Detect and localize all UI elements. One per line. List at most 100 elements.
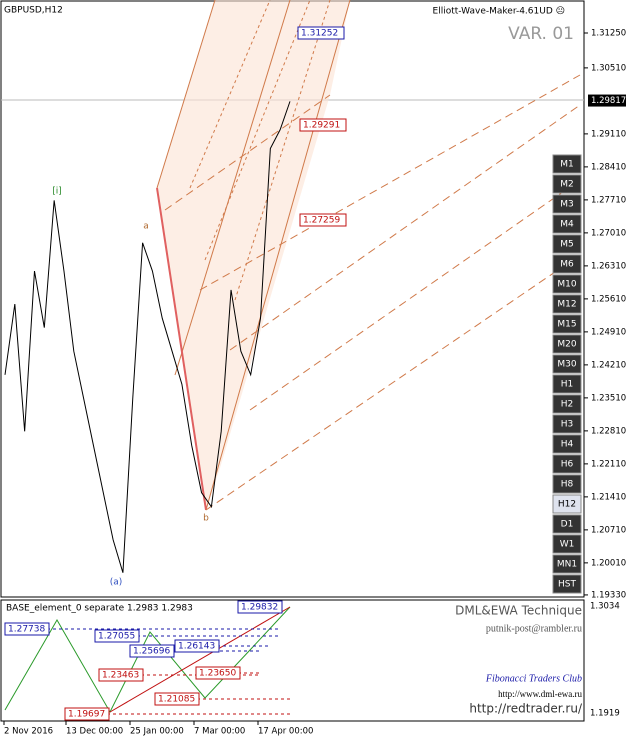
wave-label: (a) bbox=[110, 578, 123, 588]
timeframe-button[interactable] bbox=[552, 574, 582, 594]
sub-level-box bbox=[154, 692, 200, 706]
timeframe-button[interactable] bbox=[552, 534, 582, 554]
time-label: 7 Mar 00:00 bbox=[194, 727, 245, 737]
wave-label: a bbox=[143, 222, 149, 232]
indicator-name: Elliott-Wave-Maker-4.61UD ☹ bbox=[433, 6, 565, 17]
level-box bbox=[299, 118, 347, 132]
sub-level-box bbox=[64, 707, 110, 721]
timeframe-label: H12 bbox=[558, 500, 576, 510]
sub-axis-label: 1.1919 bbox=[590, 709, 620, 719]
sub-level-box bbox=[129, 644, 175, 658]
timeframe-button[interactable] bbox=[552, 374, 582, 394]
current-price-box bbox=[588, 94, 626, 107]
wave-label: b bbox=[203, 514, 209, 524]
timeframe-button[interactable] bbox=[552, 194, 582, 214]
sub-level-label: 1.21085 bbox=[158, 695, 195, 705]
price-tick-label: 1.27010 bbox=[591, 228, 626, 238]
timeframe-button[interactable] bbox=[552, 414, 582, 434]
price-tick-label: 1.21410 bbox=[591, 492, 626, 502]
sub-level-box bbox=[4, 622, 50, 636]
timeframe-label: M1 bbox=[560, 160, 574, 170]
timeframe-label: M30 bbox=[557, 360, 576, 370]
timeframe-button[interactable] bbox=[552, 234, 582, 254]
credit: Fibonacci Traders Club bbox=[485, 673, 582, 684]
current-price: 1.29817 bbox=[591, 96, 626, 106]
sub-level-label: 1.27738 bbox=[8, 625, 45, 635]
price-tick-label: 1.30510 bbox=[591, 63, 626, 73]
price-tick-label: 1.20710 bbox=[591, 525, 626, 535]
timeframe-label: M4 bbox=[560, 220, 574, 230]
timeframe-button[interactable] bbox=[552, 254, 582, 274]
timeframe-label: H2 bbox=[561, 400, 574, 410]
timeframe-button[interactable] bbox=[552, 174, 582, 194]
sub-level-label: 1.23463 bbox=[102, 671, 139, 681]
price-tick-label: 1.24210 bbox=[591, 360, 626, 370]
timeframe-button[interactable] bbox=[552, 274, 582, 294]
symbol: GBPUSD,H12 bbox=[4, 6, 63, 16]
sub-title: BASE_element_0 separate 1.2983 1.2983 bbox=[6, 604, 193, 614]
sub-level-label: 1.23650 bbox=[199, 669, 236, 679]
sub-level-label: 1.29832 bbox=[241, 603, 278, 613]
sub-pane bbox=[0, 599, 585, 722]
sub-level-box bbox=[174, 639, 220, 653]
sub-axis-label: 1.3034 bbox=[590, 602, 620, 612]
price-tick-label: 1.19330 bbox=[591, 590, 626, 600]
timeframe-button[interactable] bbox=[552, 394, 582, 414]
timeframe-label: M20 bbox=[557, 340, 576, 350]
price-tick-label: 1.24910 bbox=[591, 327, 626, 337]
sub-level-box bbox=[195, 666, 241, 680]
sub-level-label: 1.19697 bbox=[68, 710, 105, 720]
timeframe-button[interactable] bbox=[552, 474, 582, 494]
price-tick-label: 1.22810 bbox=[591, 426, 626, 436]
credit: DML&EWA Technique bbox=[455, 604, 582, 618]
variant: VAR. 01 bbox=[508, 24, 574, 44]
timeframe-label: M6 bbox=[560, 260, 574, 270]
level-box bbox=[299, 213, 347, 227]
timeframe-button[interactable] bbox=[552, 314, 582, 334]
price-tick-label: 1.25610 bbox=[591, 294, 626, 304]
time-label: 25 Jan 00:00 bbox=[130, 727, 184, 737]
timeframe-button[interactable] bbox=[552, 514, 582, 534]
timeframe-label: H1 bbox=[561, 380, 574, 390]
price-tick-label: 1.22110 bbox=[591, 459, 626, 469]
credit: putnik-post@rambler.ru bbox=[486, 623, 582, 634]
sub-level-label: 1.27055 bbox=[98, 632, 135, 642]
timeframe-label: H4 bbox=[561, 440, 574, 450]
price-tick-label: 1.28410 bbox=[591, 162, 626, 172]
time-label: 17 Apr 00:00 bbox=[258, 727, 313, 737]
timeframe-button[interactable] bbox=[552, 434, 582, 454]
timeframe-button[interactable] bbox=[552, 154, 582, 174]
price-line bbox=[4, 101, 291, 573]
timeframe-label: M3 bbox=[560, 200, 574, 210]
price-tick-label: 1.29110 bbox=[591, 129, 626, 139]
timeframe-button[interactable] bbox=[552, 214, 582, 234]
level-label: 1.31252 bbox=[301, 29, 338, 39]
timeframe-label: H8 bbox=[561, 480, 574, 490]
timeframe-label: H6 bbox=[561, 460, 574, 470]
sub-level-box bbox=[98, 668, 144, 682]
price-tick-label: 1.23510 bbox=[591, 393, 626, 403]
timeframe-button[interactable] bbox=[552, 294, 582, 314]
price-tick-label: 1.31250 bbox=[591, 28, 626, 38]
timeframe-label: MN1 bbox=[557, 560, 577, 570]
timeframe-label: M12 bbox=[557, 300, 576, 310]
timeframe-button[interactable] bbox=[552, 354, 582, 374]
timeframe-button[interactable] bbox=[552, 554, 582, 574]
timeframe-button[interactable] bbox=[552, 494, 582, 514]
level-box bbox=[297, 26, 345, 40]
timeframe-label: W1 bbox=[560, 540, 575, 550]
time-label: 13 Dec 00:00 bbox=[66, 727, 123, 737]
sub-level-label: 1.25696 bbox=[133, 647, 170, 657]
timeframe-label: M15 bbox=[557, 320, 576, 330]
credit: http://www.dml-ewa.ru bbox=[498, 689, 582, 699]
timeframe-button[interactable] bbox=[552, 334, 582, 354]
level-label: 1.29291 bbox=[303, 121, 340, 131]
sub-level-label: 1.26143 bbox=[178, 642, 215, 652]
timeframe-label: M2 bbox=[560, 180, 574, 190]
price-tick-label: 1.26310 bbox=[591, 261, 626, 271]
sub-level-box bbox=[94, 629, 140, 643]
timeframe-label: H3 bbox=[561, 420, 574, 430]
credit: http://redtrader.ru/ bbox=[469, 702, 583, 716]
timeframe-button[interactable] bbox=[552, 454, 582, 474]
